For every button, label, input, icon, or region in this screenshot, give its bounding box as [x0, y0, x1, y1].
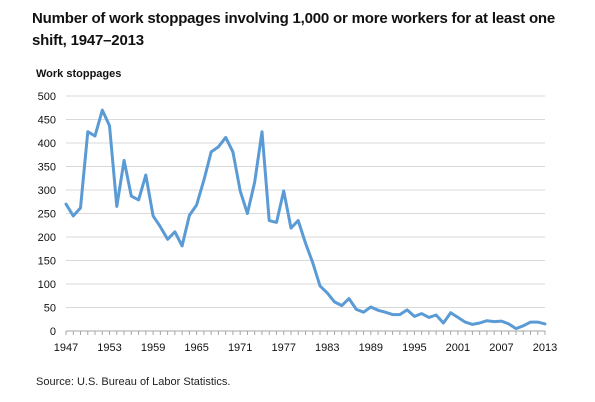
x-tick-label: 2001 [446, 342, 470, 354]
gridlines [66, 95, 545, 308]
y-tick-label: 100 [38, 279, 56, 291]
y-tick-label: 400 [38, 138, 56, 150]
y-tick-labels: 0 50 100 150 200 250 300 350 400 450 500 [38, 91, 56, 338]
x-tick-label: 1977 [271, 342, 295, 354]
series-line [64, 108, 547, 331]
y-tick-label: 0 [50, 326, 56, 338]
chart-title: Number of work stoppages involving 1,000… [32, 10, 556, 49]
x-tick-label: 1965 [184, 342, 208, 354]
x-tick-label: 1959 [141, 342, 165, 354]
x-tick-labels: 1947 1953 1959 1965 1971 1977 1983 1989 1995 2001… [54, 342, 557, 354]
y-tick-label: 150 [38, 256, 56, 268]
y-tick-label: 50 [44, 303, 56, 315]
x-tick-label: 1971 [228, 342, 252, 354]
x-tick-label: 1995 [402, 342, 426, 354]
series-layer [64, 108, 547, 331]
x-tick-label: 2013 [533, 342, 557, 354]
axes [65, 330, 546, 335]
x-tick-label: 1983 [315, 342, 339, 354]
x-tick-label: 1953 [97, 342, 121, 354]
y-axis-label: Work stoppages [36, 68, 122, 80]
y-tick-label: 200 [38, 232, 56, 244]
x-tick-label: 1989 [359, 342, 383, 354]
y-tick-label: 300 [38, 185, 56, 197]
x-tick-label: 1947 [54, 342, 78, 354]
y-tick-label: 350 [38, 162, 56, 174]
x-tick-label: 2007 [489, 342, 513, 354]
y-tick-label: 500 [38, 91, 56, 103]
source-note: Source: U.S. Bureau of Labor Statistics. [36, 376, 231, 388]
y-tick-label: 450 [38, 115, 56, 127]
y-tick-label: 250 [38, 209, 56, 221]
